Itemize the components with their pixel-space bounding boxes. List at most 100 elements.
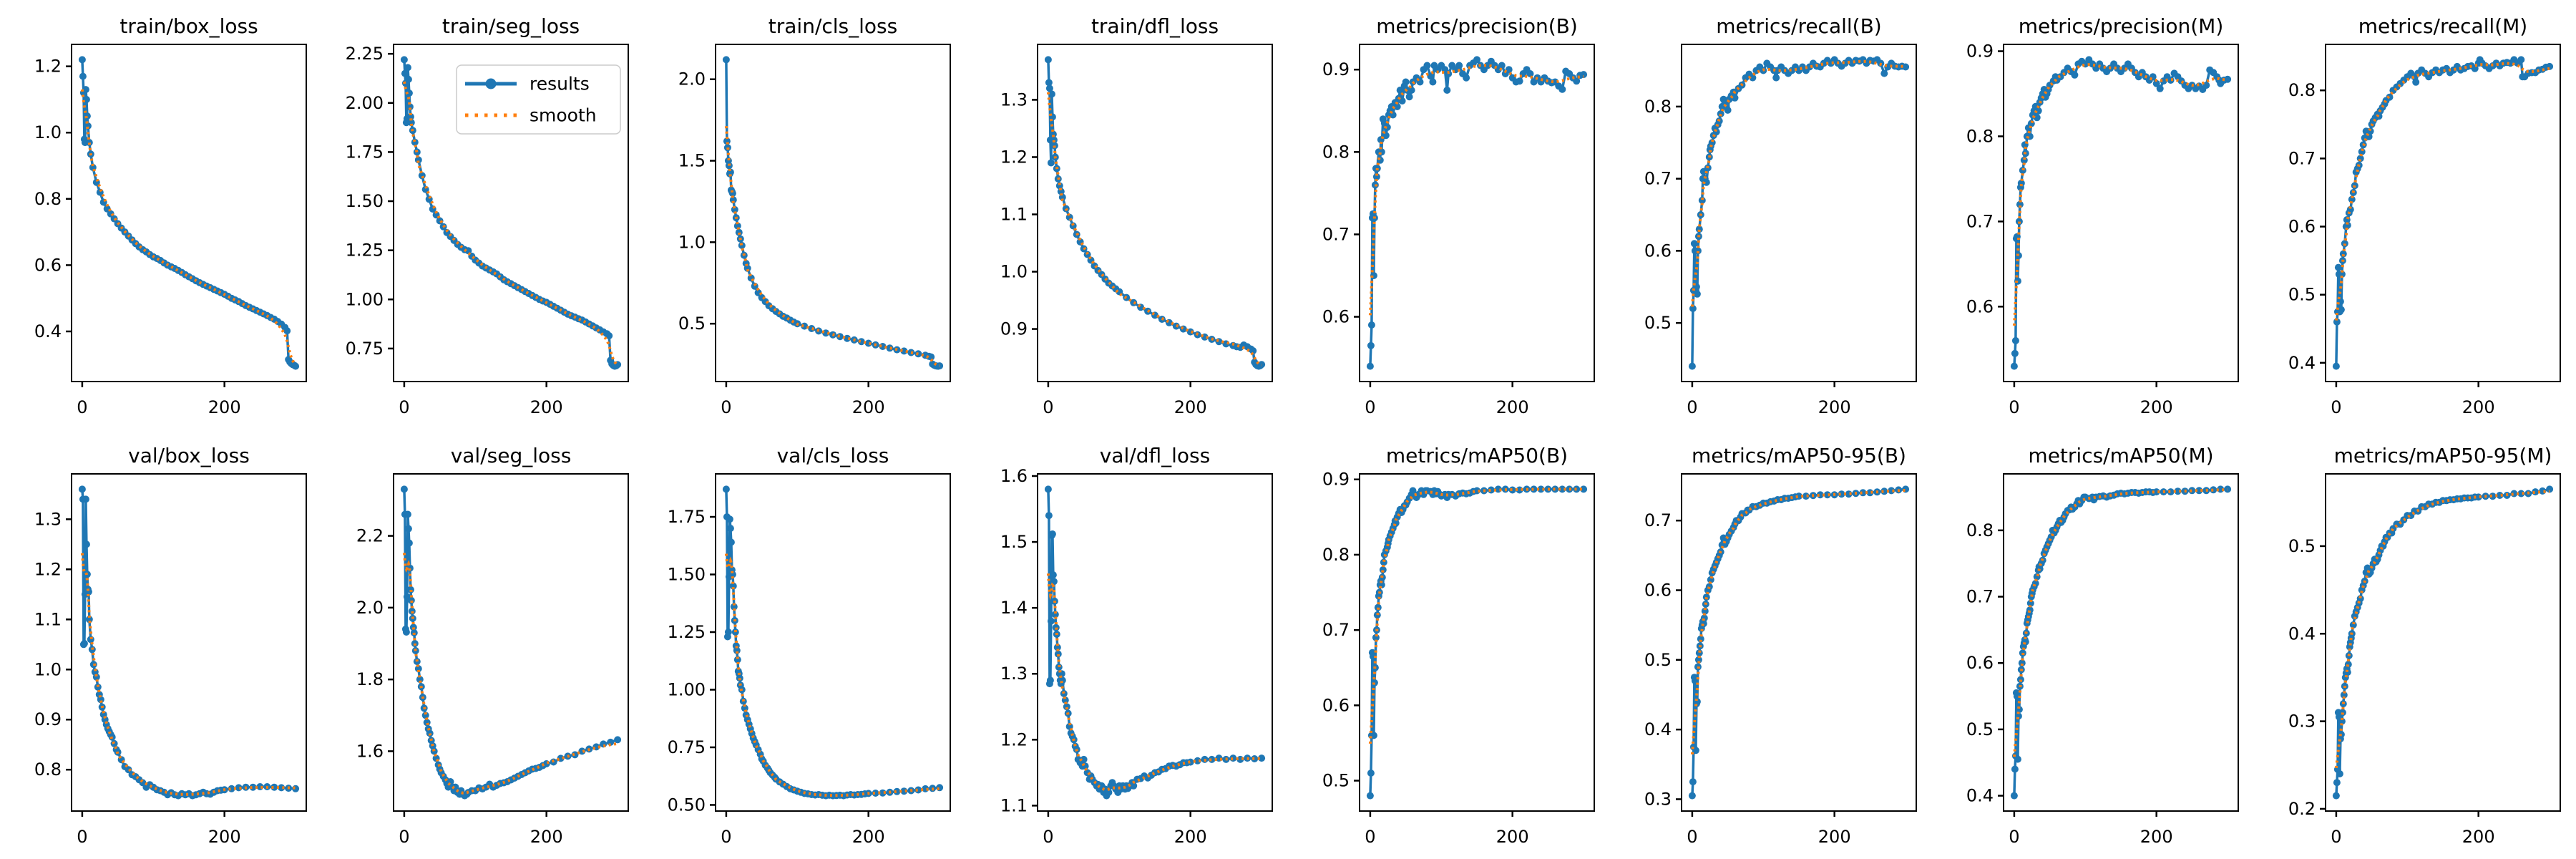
y-tick-label: 1.0 xyxy=(1000,262,1028,282)
y-tick-label: 0.4 xyxy=(34,321,62,341)
y-tick-label: 0.7 xyxy=(1644,510,1672,530)
chart-title: train/box_loss xyxy=(119,14,258,38)
y-tick-label: 1.2 xyxy=(1000,729,1028,749)
y-tick-label: 0.7 xyxy=(1966,587,1994,607)
plot-area xyxy=(1682,474,1916,811)
chart-canvas: 0.4 0.6 0.8 1.0 1.2 0 200 train/box_loss xyxy=(34,14,307,417)
chart-title: train/cls_loss xyxy=(769,14,897,38)
plot-area xyxy=(72,474,306,811)
y-tick-label: 1.3 xyxy=(1000,664,1028,684)
chart-title: metrics/recall(B) xyxy=(1716,14,1881,38)
x-tick-label: 0 xyxy=(721,827,731,847)
y-tick-label: 0.6 xyxy=(1966,653,1994,673)
chart-canvas: 0.4 0.5 0.6 0.7 0.8 0 200 metrics/recall(M) xyxy=(2288,14,2561,417)
y-tick-label: 1.25 xyxy=(346,241,384,261)
smooth-line xyxy=(402,553,618,795)
plot-area xyxy=(2004,44,2238,382)
smooth-line xyxy=(80,89,297,366)
subplot-train-box-loss: 0.4 0.6 0.8 1.0 1.2 0 200 train/box_loss xyxy=(0,0,322,430)
smooth-line xyxy=(1690,489,1906,754)
plot-area xyxy=(1038,44,1272,382)
plot-area xyxy=(2326,44,2560,382)
smooth-line xyxy=(2012,63,2228,326)
y-tick-label: 1.5 xyxy=(678,151,706,171)
chart-title: val/dfl_loss xyxy=(1100,444,1210,467)
y-tick-label: 1.2 xyxy=(34,57,62,77)
x-tick-label: 200 xyxy=(852,397,885,417)
y-tick-label: 0.6 xyxy=(1322,695,1350,715)
plot-area xyxy=(716,474,950,811)
y-tick-label: 0.4 xyxy=(1966,786,1994,806)
axes-frame xyxy=(1037,44,1273,382)
y-tick-label: 0.6 xyxy=(2288,217,2316,237)
y-tick-label: 0.50 xyxy=(668,795,706,815)
subplot-val-box-loss: 0.8 0.9 1.0 1.1 1.2 1.3 0 200 val/box_loss xyxy=(0,430,322,859)
y-tick-label: 1.00 xyxy=(668,679,706,699)
y-tick-label: 0.8 xyxy=(1644,97,1672,117)
axes-frame xyxy=(1681,473,1917,812)
chart-title: metrics/recall(M) xyxy=(2358,14,2527,38)
y-tick-label: 0.6 xyxy=(1322,307,1350,327)
axes-frame xyxy=(1037,473,1273,812)
x-tick-label: 200 xyxy=(1818,397,1851,417)
subplot-train-cls-loss: 0.5 1.0 1.5 2.0 0 200 train/cls_loss xyxy=(644,0,966,430)
axes-frame xyxy=(1359,44,1595,382)
axes-frame xyxy=(393,473,629,812)
y-tick-label: 0.8 xyxy=(1966,126,1994,146)
smooth-line xyxy=(1046,573,1262,792)
y-tick-label: 0.7 xyxy=(1644,169,1672,189)
y-tick-label: 0.3 xyxy=(2288,712,2316,732)
chart-canvas: 0.2 0.3 0.4 0.5 0 200 metrics/mAP50-95(M) xyxy=(2288,444,2561,847)
legend-results-marker-swatch xyxy=(485,78,497,89)
y-tick-label: 2.0 xyxy=(356,598,384,618)
axes-frame xyxy=(1681,44,1917,382)
axes-frame xyxy=(2003,473,2239,812)
x-tick-label: 200 xyxy=(2462,397,2495,417)
chart-canvas: 0.75 1.00 1.25 1.50 1.75 2.00 2.25 0 200 train/se… xyxy=(346,14,629,417)
axes-frame xyxy=(2325,473,2561,812)
x-tick-label: 0 xyxy=(2331,827,2341,847)
y-tick-label: 0.9 xyxy=(1000,319,1028,339)
y-tick-label: 0.4 xyxy=(2288,623,2316,644)
y-tick-label: 0.8 xyxy=(2288,80,2316,100)
chart-canvas: 1.1 1.2 1.3 1.4 1.5 1.6 0 200 val/dfl_loss xyxy=(1000,444,1273,847)
y-tick-label: 1.4 xyxy=(1000,598,1028,618)
y-tick-label: 0.8 xyxy=(34,759,62,780)
y-tick-label: 0.7 xyxy=(1322,224,1350,244)
chart-canvas: 0.9 1.0 1.1 1.2 1.3 0 200 train/dfl_loss xyxy=(1000,14,1273,417)
axes-frame xyxy=(71,44,307,382)
y-tick-label: 0.5 xyxy=(678,314,706,334)
subplot-train-dfl-loss: 0.9 1.0 1.1 1.2 1.3 0 200 train/dfl_loss xyxy=(966,0,1288,430)
y-tick-label: 1.2 xyxy=(1000,147,1028,167)
chart-canvas: 0.6 0.7 0.8 0.9 0 200 metrics/precision(M) xyxy=(1966,14,2239,417)
chart-title: metrics/precision(M) xyxy=(2019,14,2224,38)
subplot-val-cls-loss: 0.50 0.75 1.00 1.25 1.50 1.75 0 200 val/cls_loss xyxy=(644,430,966,859)
y-tick-label: 0.5 xyxy=(2288,285,2316,305)
y-tick-label: 0.9 xyxy=(1966,42,1994,62)
y-tick-label: 0.7 xyxy=(1322,620,1350,640)
y-tick-label: 1.6 xyxy=(1000,466,1028,486)
x-tick-label: 200 xyxy=(530,827,563,847)
plot-area xyxy=(716,44,950,382)
chart-title: metrics/mAP50-95(B) xyxy=(1692,444,1906,467)
x-tick-label: 0 xyxy=(2331,397,2341,417)
subplot-metrics-precision-m-: 0.6 0.7 0.8 0.9 0 200 metrics/precision(M) xyxy=(1932,0,2254,430)
x-tick-label: 0 xyxy=(2009,827,2019,847)
chart-canvas: 0.50 0.75 1.00 1.25 1.50 1.75 0 200 val/cls_loss xyxy=(668,444,951,847)
x-tick-label: 200 xyxy=(2140,827,2173,847)
chart-title: metrics/mAP50(M) xyxy=(2028,444,2213,467)
x-tick-label: 0 xyxy=(399,827,409,847)
y-tick-label: 0.5 xyxy=(1966,719,1994,739)
results-markers xyxy=(1366,56,1588,370)
y-tick-label: 1.0 xyxy=(678,232,706,252)
axes-frame xyxy=(2003,44,2239,382)
results-markers xyxy=(722,485,944,800)
y-tick-label: 1.75 xyxy=(346,142,384,162)
y-tick-label: 1.3 xyxy=(34,509,62,529)
chart-title: train/seg_loss xyxy=(442,14,580,38)
subplot-metrics-recall-m-: 0.4 0.5 0.6 0.7 0.8 0 200 metrics/recall(M) xyxy=(2254,0,2576,430)
x-tick-label: 200 xyxy=(1174,827,1207,847)
y-tick-label: 0.6 xyxy=(34,255,62,275)
y-tick-label: 0.9 xyxy=(34,709,62,729)
subplot-val-dfl-loss: 1.1 1.2 1.3 1.4 1.5 1.6 0 200 val/dfl_loss xyxy=(966,430,1288,859)
